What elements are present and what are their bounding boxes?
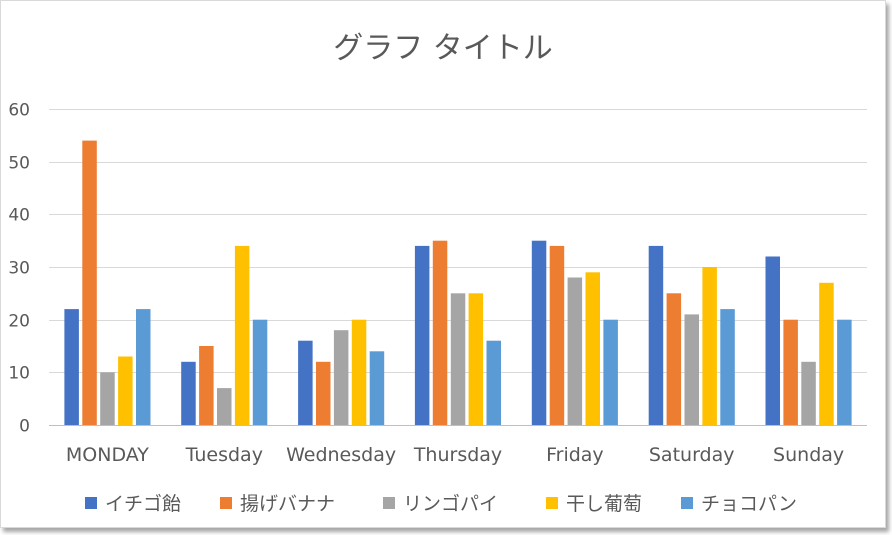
legend-swatch [383,497,395,509]
legend-label: イチゴ飴 [105,493,181,515]
bar [783,319,798,425]
legend-swatch [85,497,97,509]
bar [217,388,232,425]
bar [720,309,735,425]
bar [603,319,618,425]
x-category-label: Sunday [773,444,844,466]
bar [531,240,547,425]
bar [252,319,268,425]
x-category-label: MONDAY [66,444,149,466]
y-tick-label: 20 [8,312,30,332]
bar [414,245,430,425]
y-tick-label: 0 [19,417,30,437]
bar [351,319,367,425]
bar [298,340,313,425]
bar [333,330,349,425]
x-category-label: Wednesday [286,444,396,466]
y-axis-ticks: 0 10 20 30 40 50 60 [8,101,30,437]
bar [369,351,385,425]
bar [100,372,115,425]
legend-swatch [546,497,558,509]
y-tick-label: 40 [8,206,30,226]
bar [450,293,466,425]
bar [118,356,133,425]
x-category-label: Saturday [649,444,735,466]
legend-swatch [220,497,232,509]
legend: イチゴ飴 揚げバナナ リンゴパイ 干し葡萄 チョコパン [85,493,797,515]
bar [765,256,780,425]
bar [702,267,717,425]
bar [136,309,151,425]
x-category-label: Friday [546,444,604,466]
y-tick-label: 50 [8,154,30,174]
bar [837,319,852,425]
bar [64,309,79,425]
bar [199,346,214,425]
y-tick-label: 30 [8,259,30,279]
bar [801,361,816,425]
bar [819,282,834,425]
legend-label: リンゴパイ [403,493,498,515]
chart-title: グラフ タイトル [333,31,553,66]
bar [316,361,331,425]
legend-label: チョコパン [701,493,797,515]
bar [585,272,600,425]
bar [432,240,448,425]
bar [684,314,699,425]
bar [567,277,583,425]
bar [468,293,484,425]
y-tick-label: 10 [8,364,30,384]
bar [82,140,97,425]
bar [549,245,565,425]
bar [234,245,250,425]
legend-label: 干し葡萄 [566,493,642,515]
x-category-label: Tuesday [185,444,263,466]
y-tick-label: 60 [8,101,30,121]
x-category-label: Thursday [413,444,502,466]
legend-label: 揚げバナナ [240,493,335,515]
bar [666,293,682,425]
bar [648,245,664,425]
bars [64,140,852,425]
x-axis-categories: MONDAY Tuesday Wednesday Thursday Friday Satu… [66,444,844,466]
bar [181,361,196,425]
bar [486,340,501,425]
legend-swatch [681,497,693,509]
